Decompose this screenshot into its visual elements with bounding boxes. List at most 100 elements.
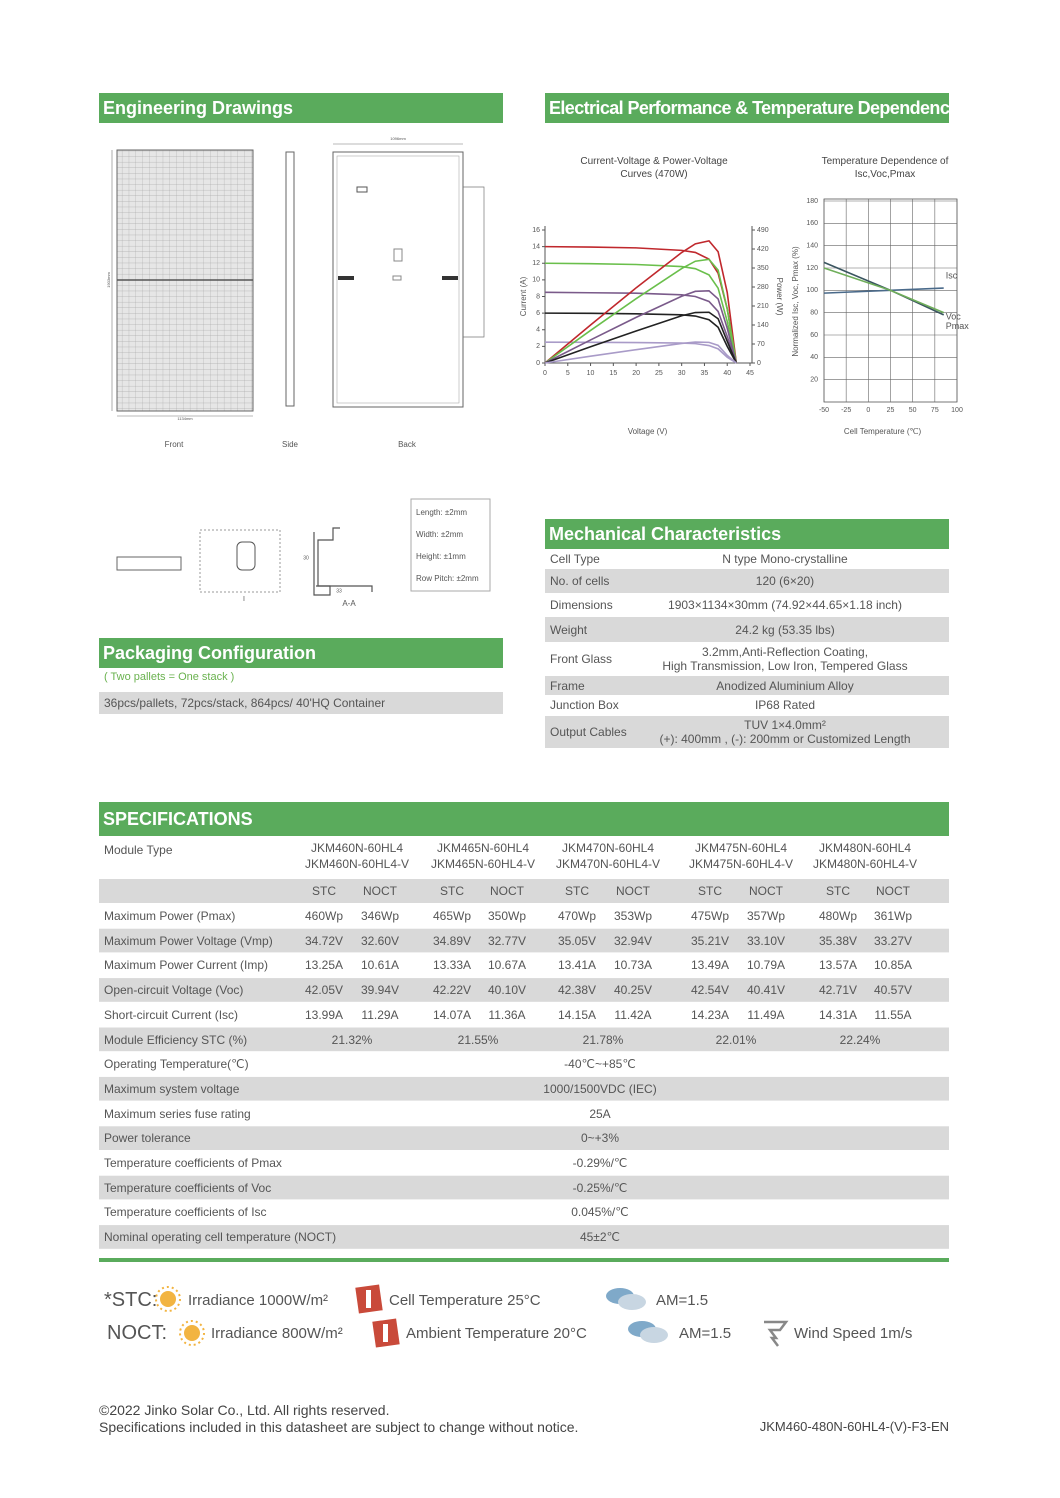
thermometer-icon xyxy=(355,1284,383,1314)
series-line xyxy=(544,258,738,364)
spec-value: 32.77V xyxy=(487,933,527,948)
condition-header: NOCT xyxy=(363,884,397,898)
condition-header: STC xyxy=(312,884,336,898)
connector xyxy=(338,276,354,280)
sun-icon xyxy=(179,1320,205,1346)
spec-value: 357Wp xyxy=(746,909,786,923)
packaging-row xyxy=(99,692,503,714)
copyright: ©2022 Jinko Solar Co., Ltd. All rights r… xyxy=(99,1402,390,1418)
row-value: 24.2 kg (53.35 lbs) xyxy=(735,622,835,637)
series-line xyxy=(544,311,738,364)
spec-value: 465Wp xyxy=(432,909,472,923)
spec-label: Maximum series fuse rating xyxy=(104,1106,251,1121)
spec-label: Maximum Power Current (Imp) xyxy=(104,958,269,973)
row-value: 120 (6×20) xyxy=(755,574,815,588)
condition-text: AM=1.5 xyxy=(679,1325,732,1342)
connector xyxy=(392,275,402,281)
y-tick-label: 40 xyxy=(810,354,818,361)
x-axis-label: Voltage (V) xyxy=(628,427,668,436)
spec-value: 361Wp xyxy=(873,909,913,923)
detail-label: 30 xyxy=(303,555,309,561)
y-tick-label: 12 xyxy=(532,260,540,267)
spec-value: 42.22V xyxy=(432,983,472,998)
view-label: Side xyxy=(282,440,299,449)
row-value: 3.2mm,Anti-Reflection Coating, xyxy=(701,644,869,659)
table-row-shade xyxy=(99,1076,949,1101)
series-label: Pmax xyxy=(946,321,970,331)
row-label: Front Glass xyxy=(550,651,613,666)
table-row-shade xyxy=(99,978,949,1002)
series-line xyxy=(544,341,737,364)
table-row-shade xyxy=(99,1225,949,1249)
x-tick-label: 15 xyxy=(609,370,617,377)
module-type-label: Module Type xyxy=(104,843,173,857)
y-tick-label: 4 xyxy=(536,327,540,334)
y2-tick-label: 420 xyxy=(757,246,769,253)
x-tick-label: -50 xyxy=(819,407,829,414)
condition-header: STC xyxy=(565,884,589,898)
model-name: JKM460N-60HL4 xyxy=(310,841,404,855)
spec-value: -40℃~+85℃ xyxy=(564,1057,636,1072)
spec-value: 25A xyxy=(589,1106,611,1121)
model-name: JKM470N-60HL4 xyxy=(561,841,655,855)
y-tick-label: 6 xyxy=(536,310,540,317)
spec-value: 0.045%/℃ xyxy=(571,1205,629,1220)
y-tick-label: 100 xyxy=(806,287,818,294)
section-header: Engineering Drawings xyxy=(99,93,503,123)
row-label: Cell Type xyxy=(550,552,600,566)
spec-value: 10.85A xyxy=(873,958,913,973)
table-row-shade xyxy=(99,1027,949,1052)
y2-tick-label: 490 xyxy=(757,227,769,234)
y-axis-label: Normalized Isc, Voc, Pmax (%) xyxy=(791,246,800,357)
spec-value: 40.25V xyxy=(613,983,653,998)
y-tick-label: 160 xyxy=(806,220,818,227)
table-row-shade xyxy=(545,569,949,593)
spec-value: 13.57A xyxy=(818,958,858,973)
condition-text: Ambient Temperature 20°C xyxy=(406,1325,587,1342)
y-tick-label: 10 xyxy=(532,277,540,284)
view-label: Front xyxy=(165,440,184,449)
spec-value: 353Wp xyxy=(613,909,653,923)
spec-value: 45±2℃ xyxy=(579,1230,621,1245)
y2-axis-label: Power (W) xyxy=(775,278,784,316)
spec-label: Temperature coefficients of Pmax xyxy=(104,1156,282,1170)
detail-label: 33 xyxy=(336,588,342,594)
spec-value: 480Wp xyxy=(818,909,858,923)
mount-dimension xyxy=(463,186,485,338)
side-view xyxy=(285,151,295,407)
x-tick-label: 45 xyxy=(746,370,754,377)
x-tick-label: 50 xyxy=(909,407,917,414)
dimension-label: 1903mm xyxy=(106,272,111,288)
spec-value: 21.32% xyxy=(331,1032,373,1047)
spec-value: 33.10V xyxy=(746,933,786,948)
x-tick-label: 0 xyxy=(543,370,547,377)
series-line xyxy=(544,262,738,364)
dimension-label: 1096mm xyxy=(390,136,406,141)
frame-profile xyxy=(313,527,340,596)
section-header: Mechanical Characteristics xyxy=(545,519,949,549)
section-header: Electrical Performance & Temperature Dep… xyxy=(545,93,959,123)
detail-box xyxy=(199,529,281,593)
spec-label: Power tolerance xyxy=(104,1131,191,1146)
row-label: Dimensions xyxy=(550,598,613,612)
detail-module xyxy=(116,556,182,571)
condition-text: *STC: xyxy=(104,1289,158,1311)
spec-value: 40.10V xyxy=(487,983,527,998)
model-name: JKM480N-60HL4-V xyxy=(812,857,918,871)
spec-label: Module Efficiency STC (%) xyxy=(104,1032,248,1047)
spec-value: 1000/1500VDC (IEC) xyxy=(543,1081,657,1096)
row-value: Anodized Aluminium Alloy xyxy=(716,678,854,693)
packaging-text: 36pcs/pallets, 72pcs/stack, 864pcs/ 40'H… xyxy=(104,696,386,710)
spec-label: Nominal operating cell temperature (NOCT… xyxy=(104,1230,337,1245)
spec-value: 22.24% xyxy=(839,1032,881,1047)
series-label: Isc xyxy=(946,270,958,280)
table-row-shade xyxy=(99,1175,949,1200)
spec-value: 13.33A xyxy=(432,958,472,973)
spec-value: 32.94V xyxy=(613,933,653,948)
spec-value: 11.55A xyxy=(874,1007,912,1022)
spec-value: 11.29A xyxy=(361,1007,399,1022)
spec-value: -0.29%/℃ xyxy=(572,1156,628,1170)
x-tick-label: -25 xyxy=(841,407,851,414)
table-row-shade xyxy=(545,716,949,748)
model-name: JKM475N-60HL4-V xyxy=(688,857,794,871)
